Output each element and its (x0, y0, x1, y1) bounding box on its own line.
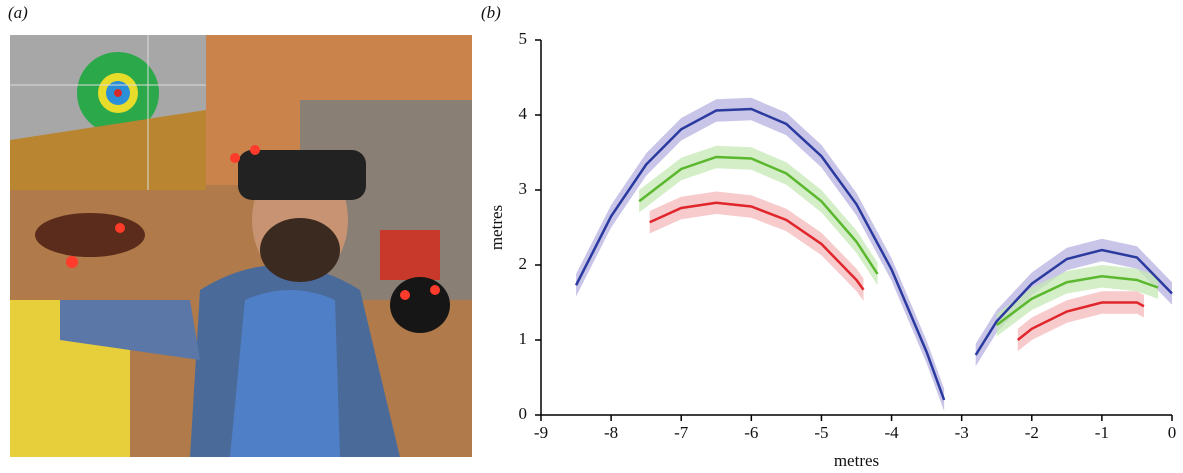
y-tick-label: 3 (519, 179, 528, 198)
y-tick-label: 4 (519, 104, 528, 123)
x-tick-label: -3 (955, 423, 969, 442)
line (638, 155, 1159, 327)
error-band (649, 191, 864, 301)
x-tick-label: -6 (744, 423, 758, 442)
x-tick-label: -8 (604, 423, 618, 442)
panel-label: (b) (481, 3, 501, 22)
plot: 0 1 2 3 4 5 -9 -8 -7 -6 -5 -4 -3 -2 -1 0 metres metres (487, 29, 1176, 470)
x-tick-label: -2 (1025, 423, 1039, 442)
y-tick-label: 0 (519, 404, 528, 423)
y-axis-title: metres (487, 205, 506, 250)
x-tick-label: -7 (674, 423, 689, 442)
y-tick-label: 5 (519, 29, 528, 48)
line (574, 107, 1173, 401)
x-tick-label: -5 (814, 423, 828, 442)
y-tick-label: 2 (519, 254, 528, 273)
error-band (996, 265, 1158, 337)
x-tick-label: -1 (1095, 423, 1109, 442)
x-tick-label: -9 (534, 423, 548, 442)
error-band (639, 145, 878, 286)
panel-label: (a) (8, 3, 28, 22)
y-tick-label: 1 (519, 329, 528, 348)
x-tick-label: -4 (884, 423, 899, 442)
x-axis-title: metres (834, 451, 879, 470)
photo (10, 35, 472, 457)
line (649, 201, 1145, 341)
error-band (576, 97, 945, 412)
error-band (1017, 291, 1144, 352)
x-tick-label: 0 (1168, 423, 1177, 442)
